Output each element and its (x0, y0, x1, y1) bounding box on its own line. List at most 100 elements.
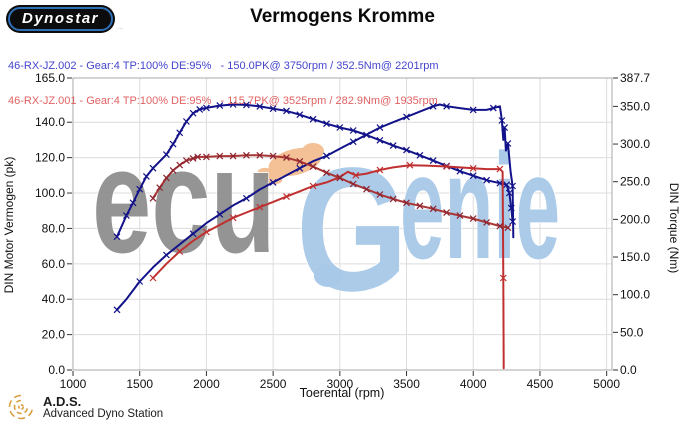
series-marker (336, 124, 344, 131)
series-marker (403, 113, 410, 121)
series-marker (456, 212, 464, 220)
watermark-text-genie-g: G (296, 131, 408, 328)
series-marker (136, 185, 144, 193)
series-marker (509, 182, 517, 190)
y-left-tick-label: 140.0 (35, 115, 65, 129)
genie-turban-icon (257, 143, 324, 185)
y-left-tick-label: 165.0 (35, 71, 65, 85)
y-right-tick-label: 100.0 (620, 288, 650, 302)
y-right-tick-label: 50.0 (620, 325, 644, 339)
series-marker (283, 107, 290, 115)
series-marker (194, 153, 202, 161)
series-marker (389, 195, 397, 203)
x-tick-label: 2000 (193, 377, 220, 391)
ads-name: Advanced Dyno Station (43, 407, 164, 420)
y-right-tick-label: 150.0 (620, 250, 650, 264)
series-marker (443, 163, 451, 170)
y-left-tick-label: 100.0 (35, 186, 65, 200)
series-marker (499, 274, 507, 282)
series-marker (509, 218, 517, 226)
series-layer (113, 101, 517, 370)
series-marker (129, 199, 137, 207)
series-marker (376, 191, 384, 198)
series-marker (376, 136, 384, 144)
series-marker (469, 164, 477, 172)
series-marker (229, 101, 237, 108)
x-tick-label: 3000 (326, 377, 353, 391)
series-marker (501, 124, 509, 132)
dynostar-logo: Dynostar ... (6, 5, 123, 33)
y-right-tick-label: 300.0 (620, 137, 650, 151)
series-marker (269, 152, 277, 160)
series-marker (483, 176, 491, 184)
watermark-text-ecu: ecu (92, 116, 276, 284)
series-marker (507, 204, 515, 212)
ads-logo: A.D.S. Advanced Dyno Station (6, 392, 163, 422)
series-marker (269, 105, 277, 113)
series-marker (403, 199, 410, 207)
series-marker (352, 171, 360, 179)
series-marker (443, 209, 451, 217)
y-left-tick-label: 40.0 (42, 292, 66, 306)
series-marker (189, 154, 197, 162)
series-marker (296, 157, 304, 165)
dynostar-logo-subtext: ... (118, 25, 124, 31)
series-marker (416, 151, 424, 159)
series-marker (489, 104, 497, 112)
x-tick-label: 4500 (527, 377, 554, 391)
y-right-tick-label: 0.0 (620, 363, 637, 377)
ads-abbr: A.D.S. (43, 393, 82, 409)
y-left-tick-label: 0.0 (48, 363, 65, 377)
x-axis-label: Toerental (rpm) (300, 386, 385, 400)
y-left-tick-label: 20.0 (42, 328, 66, 342)
series-marker (389, 142, 397, 150)
series-marker (296, 111, 304, 119)
series-marker (202, 228, 210, 236)
y-left-tick-label: 120.0 (35, 151, 65, 165)
grid-layer (72, 77, 613, 371)
series-marker (429, 102, 437, 110)
series-marker (496, 222, 504, 230)
series-marker (363, 131, 370, 139)
series-marker (242, 151, 250, 159)
y-left-tick-label: 60.0 (42, 257, 66, 271)
series-marker (182, 118, 190, 125)
series-marker (469, 172, 477, 180)
ticks-layer: 1000 1500 2000 2500 3000 3500 4000 4500 50000.02… (35, 71, 650, 391)
x-tick-label: 5000 (593, 377, 620, 391)
series-marker (323, 152, 330, 160)
series-marker (216, 210, 224, 218)
series-marker (498, 117, 506, 124)
series-marker (309, 163, 317, 171)
series-marker (504, 224, 512, 232)
legend-run-002: 46-RX-JZ.002 - Gear:4 TP:100% DE:95% - 1… (8, 60, 439, 72)
series-marker (283, 154, 290, 162)
series-marker (443, 102, 451, 110)
series-marker (216, 102, 224, 110)
series-marker (162, 174, 170, 182)
series-marker (483, 218, 491, 226)
dynostar-logo-pill: Dynostar (6, 5, 116, 33)
series-marker (162, 151, 170, 159)
page-title: Vermogens Kromme (250, 6, 435, 27)
run-legend: 46-RX-JZ.002 - Gear:4 TP:100% DE:95% - 1… (8, 38, 439, 130)
series-marker (336, 174, 344, 182)
series-marker (309, 182, 317, 190)
y-right-tick-label: 350.0 (620, 99, 650, 113)
series-marker (376, 166, 384, 174)
series-marker (149, 194, 157, 202)
series-marker (202, 153, 210, 161)
series-marker (149, 274, 157, 282)
series-marker (189, 109, 197, 117)
series-marker (202, 104, 210, 112)
series-marker (242, 101, 250, 109)
series-marker (429, 205, 437, 213)
series-marker (296, 164, 304, 172)
series-marker (242, 194, 250, 202)
ecugenie-watermark: ecu G enie (91, 115, 560, 329)
y-axis-label-left: DIN Motor Vermogen (pk) (2, 157, 16, 294)
series-marker (113, 306, 121, 314)
series-marker (496, 165, 504, 173)
